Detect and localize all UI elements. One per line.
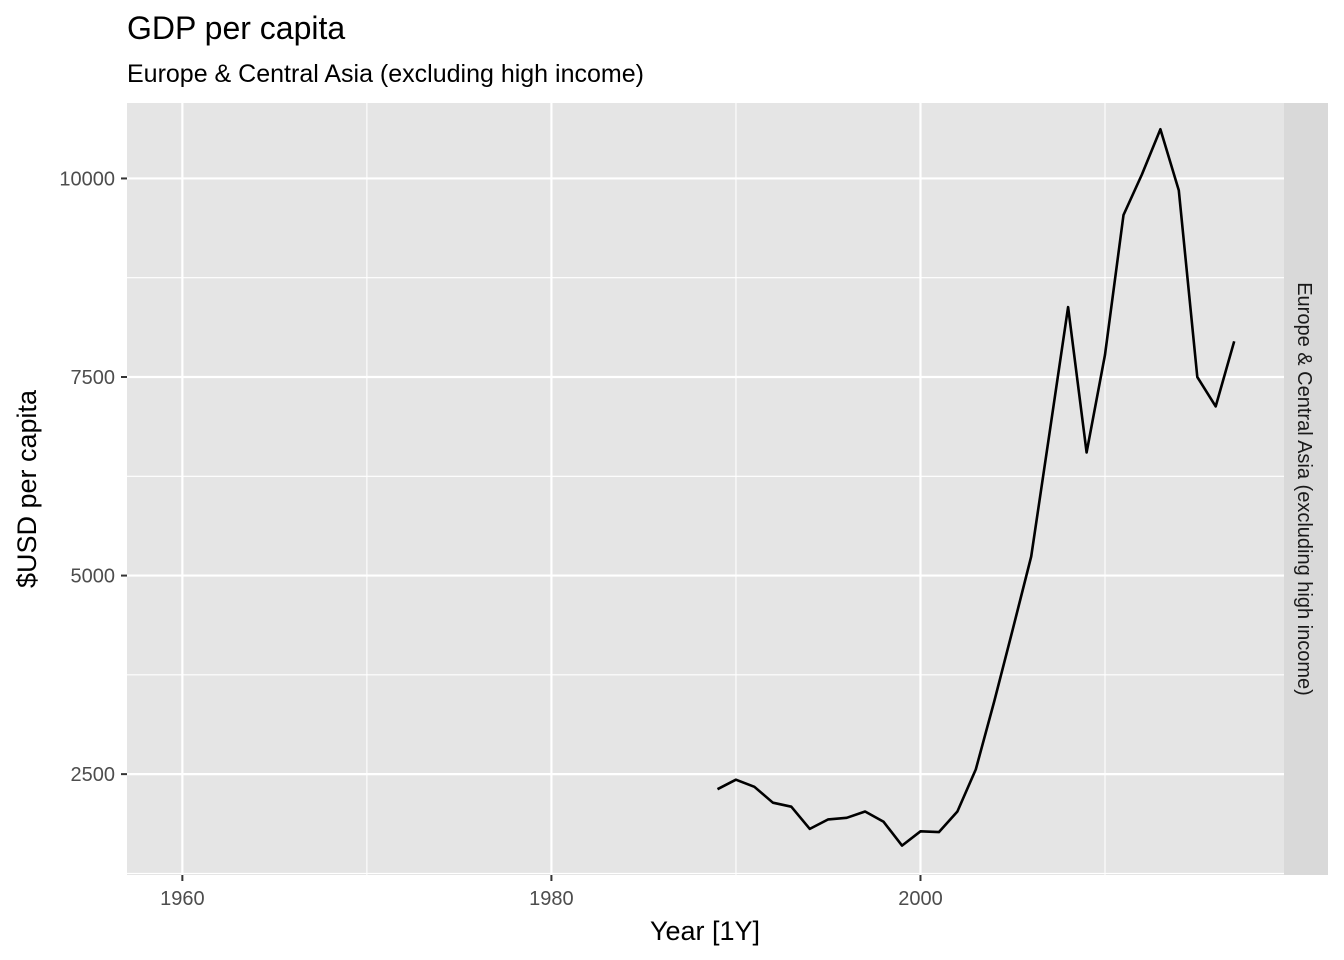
y-axis: 2500 5000 7500 10000 [59,168,127,786]
x-tick-label: 2000 [898,888,943,910]
facet-strip-label: Europe & Central Asia (excluding high in… [1293,282,1315,696]
chart-subtitle: Europe & Central Asia (excluding high in… [127,60,644,88]
minor-gridlines [127,103,1284,875]
y-tick-label: 10000 [59,168,115,190]
x-axis: 1960 1980 2000 [160,875,943,910]
major-gridlines [127,103,1284,875]
y-axis-title: $USD per capita [12,389,42,588]
facet-strip [1284,103,1328,875]
y-tick-label: 5000 [71,566,116,588]
chart-title: GDP per capita [127,10,345,46]
series-line [716,127,1236,847]
plot-panel [127,103,1284,875]
x-tick-label: 1980 [529,888,574,910]
series-layer [716,127,1236,847]
x-axis-title: Year [1Y] [650,916,760,946]
x-tick-label: 1960 [160,888,205,910]
y-tick-label: 2500 [71,764,116,786]
y-tick-label: 7500 [71,367,116,389]
